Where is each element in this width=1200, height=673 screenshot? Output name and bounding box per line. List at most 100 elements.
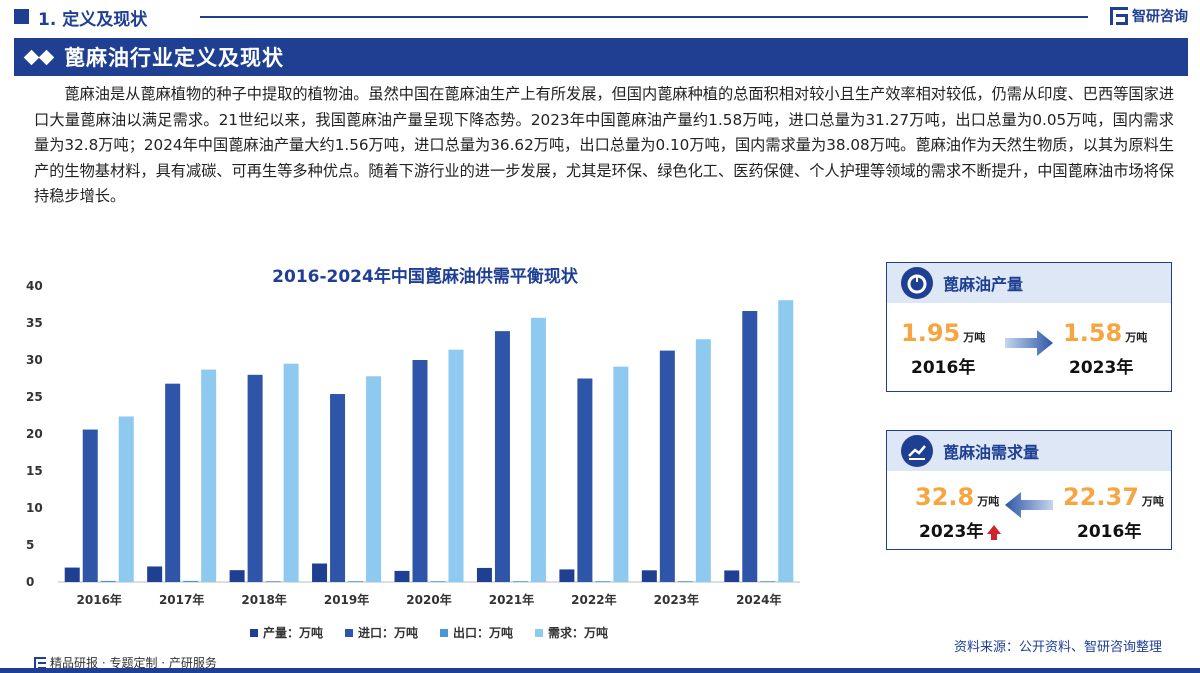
brand-logo-icon	[1110, 7, 1128, 25]
y-tick-label: 15	[26, 464, 43, 478]
legend-item: 产量：万吨	[250, 624, 323, 641]
bar	[742, 311, 758, 582]
y-tick-label: 5	[26, 538, 34, 552]
value-unit: 万吨	[977, 495, 1000, 508]
x-tick-label: 2016年	[77, 592, 122, 607]
value-number: 22.37	[1063, 483, 1139, 511]
trend-chart-icon	[901, 435, 933, 467]
from-year: 2016年	[911, 358, 976, 378]
bar	[530, 317, 546, 582]
chart-title: 2016-2024年中国蓖麻油供需平衡现状	[272, 267, 578, 287]
section-title: 1. 定义及现状	[38, 10, 148, 30]
to-year: 2023年	[1069, 358, 1134, 378]
footer-bar	[0, 668, 1200, 673]
card-header: 蓖麻油产量	[887, 263, 1171, 303]
x-tick-label: 2022年	[571, 592, 616, 607]
card-header: 蓖麻油需求量	[887, 431, 1171, 471]
to-value: 1.58 万吨	[1063, 319, 1147, 347]
footer-tagline: 精品研报 · 专题定制 · 产研服务	[34, 654, 217, 671]
bar	[312, 563, 328, 582]
value-number: 1.58	[1063, 319, 1123, 347]
bar-chart: 0 5 10 15 20 25 30 35 40 2016年 2017年 2018年 2019年 2020…	[26, 280, 800, 607]
y-tick-label: 40	[26, 280, 43, 293]
legend-item: 出口：万吨	[440, 624, 513, 641]
demand-card: 蓖麻油需求量 32.8 万吨 2023年 22.37 万吨 2016年	[886, 430, 1172, 550]
brand-logo-icon	[34, 656, 46, 669]
y-tick-label: 30	[26, 353, 43, 367]
chart-legend: 产量：万吨 进口：万吨 出口：万吨 需求：万吨	[250, 624, 608, 641]
arrow-left-icon	[1005, 492, 1053, 518]
right-value: 22.37 万吨	[1063, 483, 1164, 511]
y-tick-label: 10	[26, 501, 43, 515]
diamond-icon	[23, 49, 40, 65]
production-card: 蓖麻油产量 1.95 万吨 2016年 1.58 万吨 2023年	[886, 262, 1172, 392]
diamond-icon	[38, 49, 55, 65]
value-unit: 万吨	[963, 331, 986, 344]
bar	[330, 394, 346, 582]
bar	[201, 369, 217, 582]
x-tick-label: 2024年	[736, 592, 781, 607]
y-tick-label: 35	[26, 316, 43, 330]
source-note: 资料来源：公开资料、智研咨询整理	[953, 640, 1162, 655]
up-arrow-icon	[987, 525, 1002, 540]
bar	[265, 581, 281, 582]
y-tick-label: 25	[26, 390, 43, 404]
page-title: 蓖麻油行业定义及现状	[64, 46, 284, 70]
top-bar: 1. 定义及现状 智研咨询	[0, 0, 1200, 34]
bar	[760, 581, 776, 582]
x-tick-label: 2017年	[159, 592, 204, 607]
legend-item: 需求：万吨	[535, 624, 608, 641]
bar	[641, 570, 657, 582]
value-unit: 万吨	[1125, 331, 1148, 344]
bar	[577, 378, 593, 582]
bar	[659, 350, 675, 582]
value-unit: 万吨	[1141, 495, 1164, 508]
legend-item: 进口：万吨	[345, 624, 418, 641]
right-year: 2016年	[1077, 522, 1142, 542]
bar	[366, 376, 382, 582]
section-marker-icon	[14, 9, 29, 24]
bar	[695, 339, 711, 582]
x-tick-label: 2023年	[654, 592, 699, 607]
y-tick-label: 0	[26, 575, 34, 589]
bar	[118, 416, 134, 582]
card-title: 蓖麻油产量	[943, 275, 1024, 294]
legend-swatch	[250, 628, 258, 637]
legend-swatch	[345, 628, 354, 637]
year-label: 2023年	[919, 522, 984, 542]
gauge-icon	[901, 267, 933, 299]
bar	[64, 567, 80, 582]
x-tick-label: 2021年	[489, 592, 534, 607]
bar	[430, 581, 446, 582]
bar	[348, 581, 364, 582]
bar	[247, 374, 263, 582]
header-divider	[200, 16, 1088, 18]
bar	[613, 366, 629, 582]
bar	[724, 570, 740, 582]
value-number: 1.95	[901, 319, 961, 347]
x-tick-label: 2020年	[406, 592, 451, 607]
bar	[476, 567, 492, 582]
legend-label: 需求：万吨	[548, 626, 609, 640]
y-tick-label: 20	[26, 427, 43, 441]
title-banner: 蓖麻油行业定义及现状	[14, 38, 1188, 76]
bar	[100, 580, 116, 582]
bar	[595, 581, 611, 582]
bar	[283, 363, 299, 582]
x-tick-label: 2018年	[241, 592, 286, 607]
legend-swatch	[535, 628, 544, 637]
x-tick-label: 2019年	[324, 592, 369, 607]
bar	[677, 581, 693, 582]
legend-swatch	[440, 628, 449, 637]
bar	[165, 383, 181, 582]
bar	[394, 570, 410, 582]
bar	[448, 349, 464, 582]
bar	[412, 360, 428, 582]
bar	[559, 569, 575, 582]
legend-label: 进口：万吨	[358, 626, 419, 640]
card-title: 蓖麻油需求量	[943, 443, 1040, 462]
brand-name: 智研咨询	[1132, 9, 1188, 25]
bar	[183, 580, 199, 582]
arrow-right-icon	[1005, 330, 1053, 356]
